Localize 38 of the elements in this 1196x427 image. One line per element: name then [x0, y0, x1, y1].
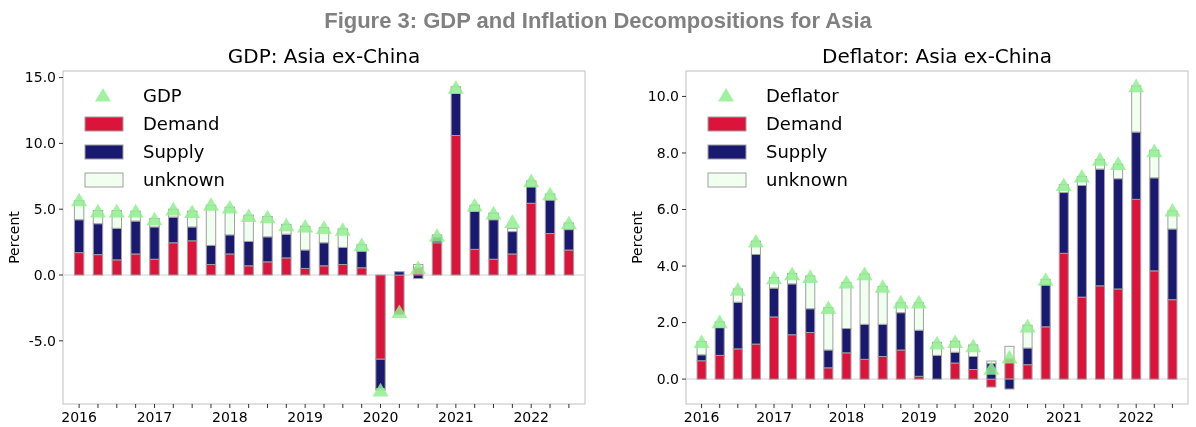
legend-label: Demand	[143, 113, 220, 135]
x-tick-label: 2017	[136, 409, 173, 425]
x-tick-label: 2016	[61, 409, 98, 425]
x-tick-label: 2019	[287, 409, 323, 425]
x-tick-label: 2018	[212, 409, 248, 425]
chart-subtitle: GDP: Asia ex-China	[227, 44, 421, 68]
y-tick-label: 6.0	[656, 201, 679, 218]
x-tick-label: 2021	[438, 409, 474, 425]
x-tick-label: 2022	[1118, 409, 1155, 425]
x-tick-label: 2017	[756, 409, 792, 425]
y-tick-label: 10.0	[647, 88, 679, 105]
y-tick-label: 15.0	[24, 69, 56, 86]
x-tick-label: 2019	[901, 409, 937, 425]
y-tick-label: 5.0	[33, 201, 56, 218]
y-tick-label: 10.0	[24, 135, 56, 152]
legend-label: unknown	[766, 169, 848, 191]
y-tick-label: 0.0	[33, 266, 56, 283]
legend-label: Demand	[766, 113, 843, 135]
y-tick-label: 2.0	[656, 314, 679, 331]
legend-label: Supply	[143, 141, 205, 163]
x-tick-label: 2020	[973, 409, 1010, 425]
legend-label: Deflator	[766, 85, 840, 107]
y-axis-title: Percent	[629, 210, 645, 264]
x-tick-label: 2022	[513, 409, 550, 425]
y-axis-title: Percent	[6, 210, 22, 264]
y-tick-label: 0.0	[656, 371, 679, 388]
x-tick-label: 2021	[1045, 409, 1082, 425]
legend-label: Supply	[766, 141, 828, 163]
legend-label: GDP	[143, 85, 182, 107]
x-tick-label: 2018	[828, 409, 865, 425]
chart-title: Figure 3: GDP and Inflation Decompositions for Asia	[324, 8, 873, 33]
chart-subtitle: Deflator: Asia ex-China	[821, 44, 1053, 68]
x-tick-label: 2020	[362, 409, 399, 425]
y-tick-label: 4.0	[656, 257, 679, 274]
x-tick-label: 2016	[683, 409, 720, 425]
y-tick-label: -5.0	[28, 332, 56, 349]
y-tick-label: 8.0	[656, 144, 679, 161]
legend-label: unknown	[143, 169, 225, 191]
